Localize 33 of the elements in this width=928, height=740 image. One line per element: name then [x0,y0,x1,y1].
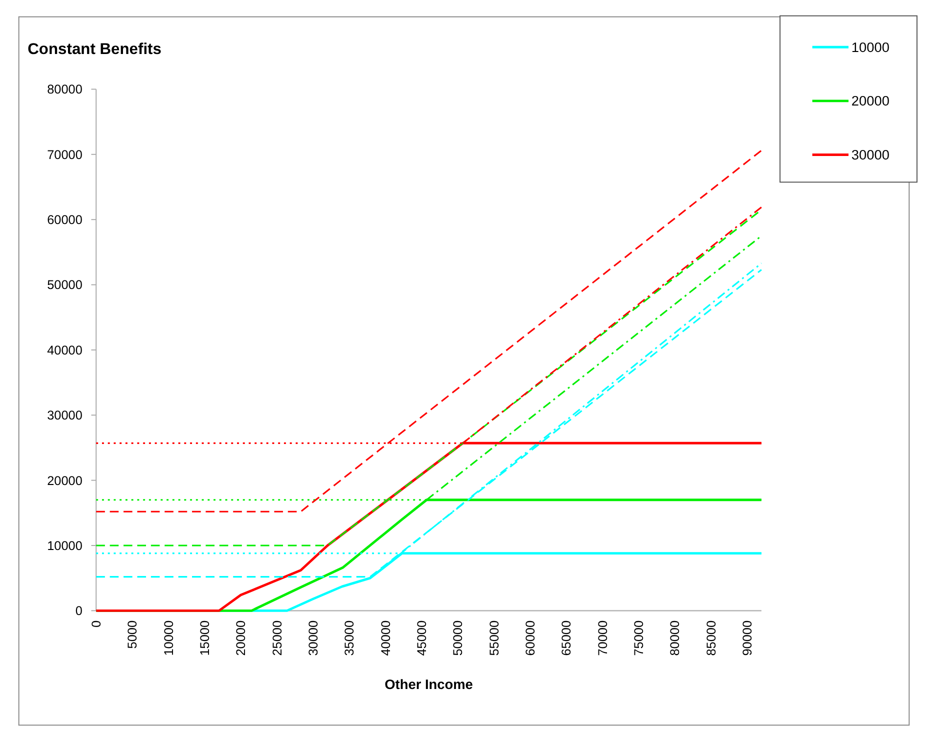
x-tick-label: 55000 [486,620,502,656]
x-tick-label: 0 [88,620,104,628]
x-tick-label: 45000 [414,620,429,656]
y-tick-label: 10000 [47,538,82,553]
x-tick-label: 30000 [306,620,321,656]
x-tick-label: 10000 [160,620,176,656]
legend-label: 30000 [851,148,890,163]
chart-title: Constant Benefits [28,40,162,58]
legend-label: 10000 [851,40,890,55]
x-tick-label: 15000 [197,620,212,656]
x-tick-label: 85000 [703,620,718,656]
x-tick-label: 25000 [269,620,284,656]
x-tick-label: 50000 [450,620,466,656]
x-tick-label: 90000 [739,620,754,656]
y-tick-label: 30000 [47,408,82,423]
y-tick-label: 40000 [47,342,82,358]
x-tick-label: 60000 [522,620,538,656]
x-tick-label: 75000 [630,620,646,656]
x-tick-label: 20000 [233,620,248,656]
legend-label: 20000 [851,94,890,109]
x-tick-label: 65000 [558,620,574,656]
y-tick-label: 70000 [47,146,82,162]
y-tick-label: 20000 [47,472,82,488]
x-tick-label: 80000 [667,620,682,656]
x-axis-title: Other Income [384,676,474,692]
x-tick-label: 5000 [124,620,140,649]
x-tick-label: 40000 [378,620,393,656]
y-tick-label: 50000 [47,277,82,292]
y-tick-label: 80000 [47,82,82,97]
x-tick-label: 35000 [342,620,357,656]
y-tick-label: 60000 [47,212,82,228]
x-tick-label: 70000 [594,620,610,656]
y-tick-label: 0 [75,603,82,618]
